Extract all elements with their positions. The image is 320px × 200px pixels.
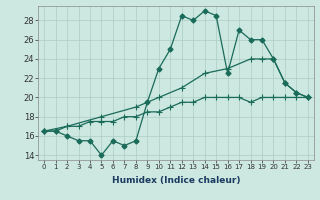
X-axis label: Humidex (Indice chaleur): Humidex (Indice chaleur) bbox=[112, 176, 240, 185]
